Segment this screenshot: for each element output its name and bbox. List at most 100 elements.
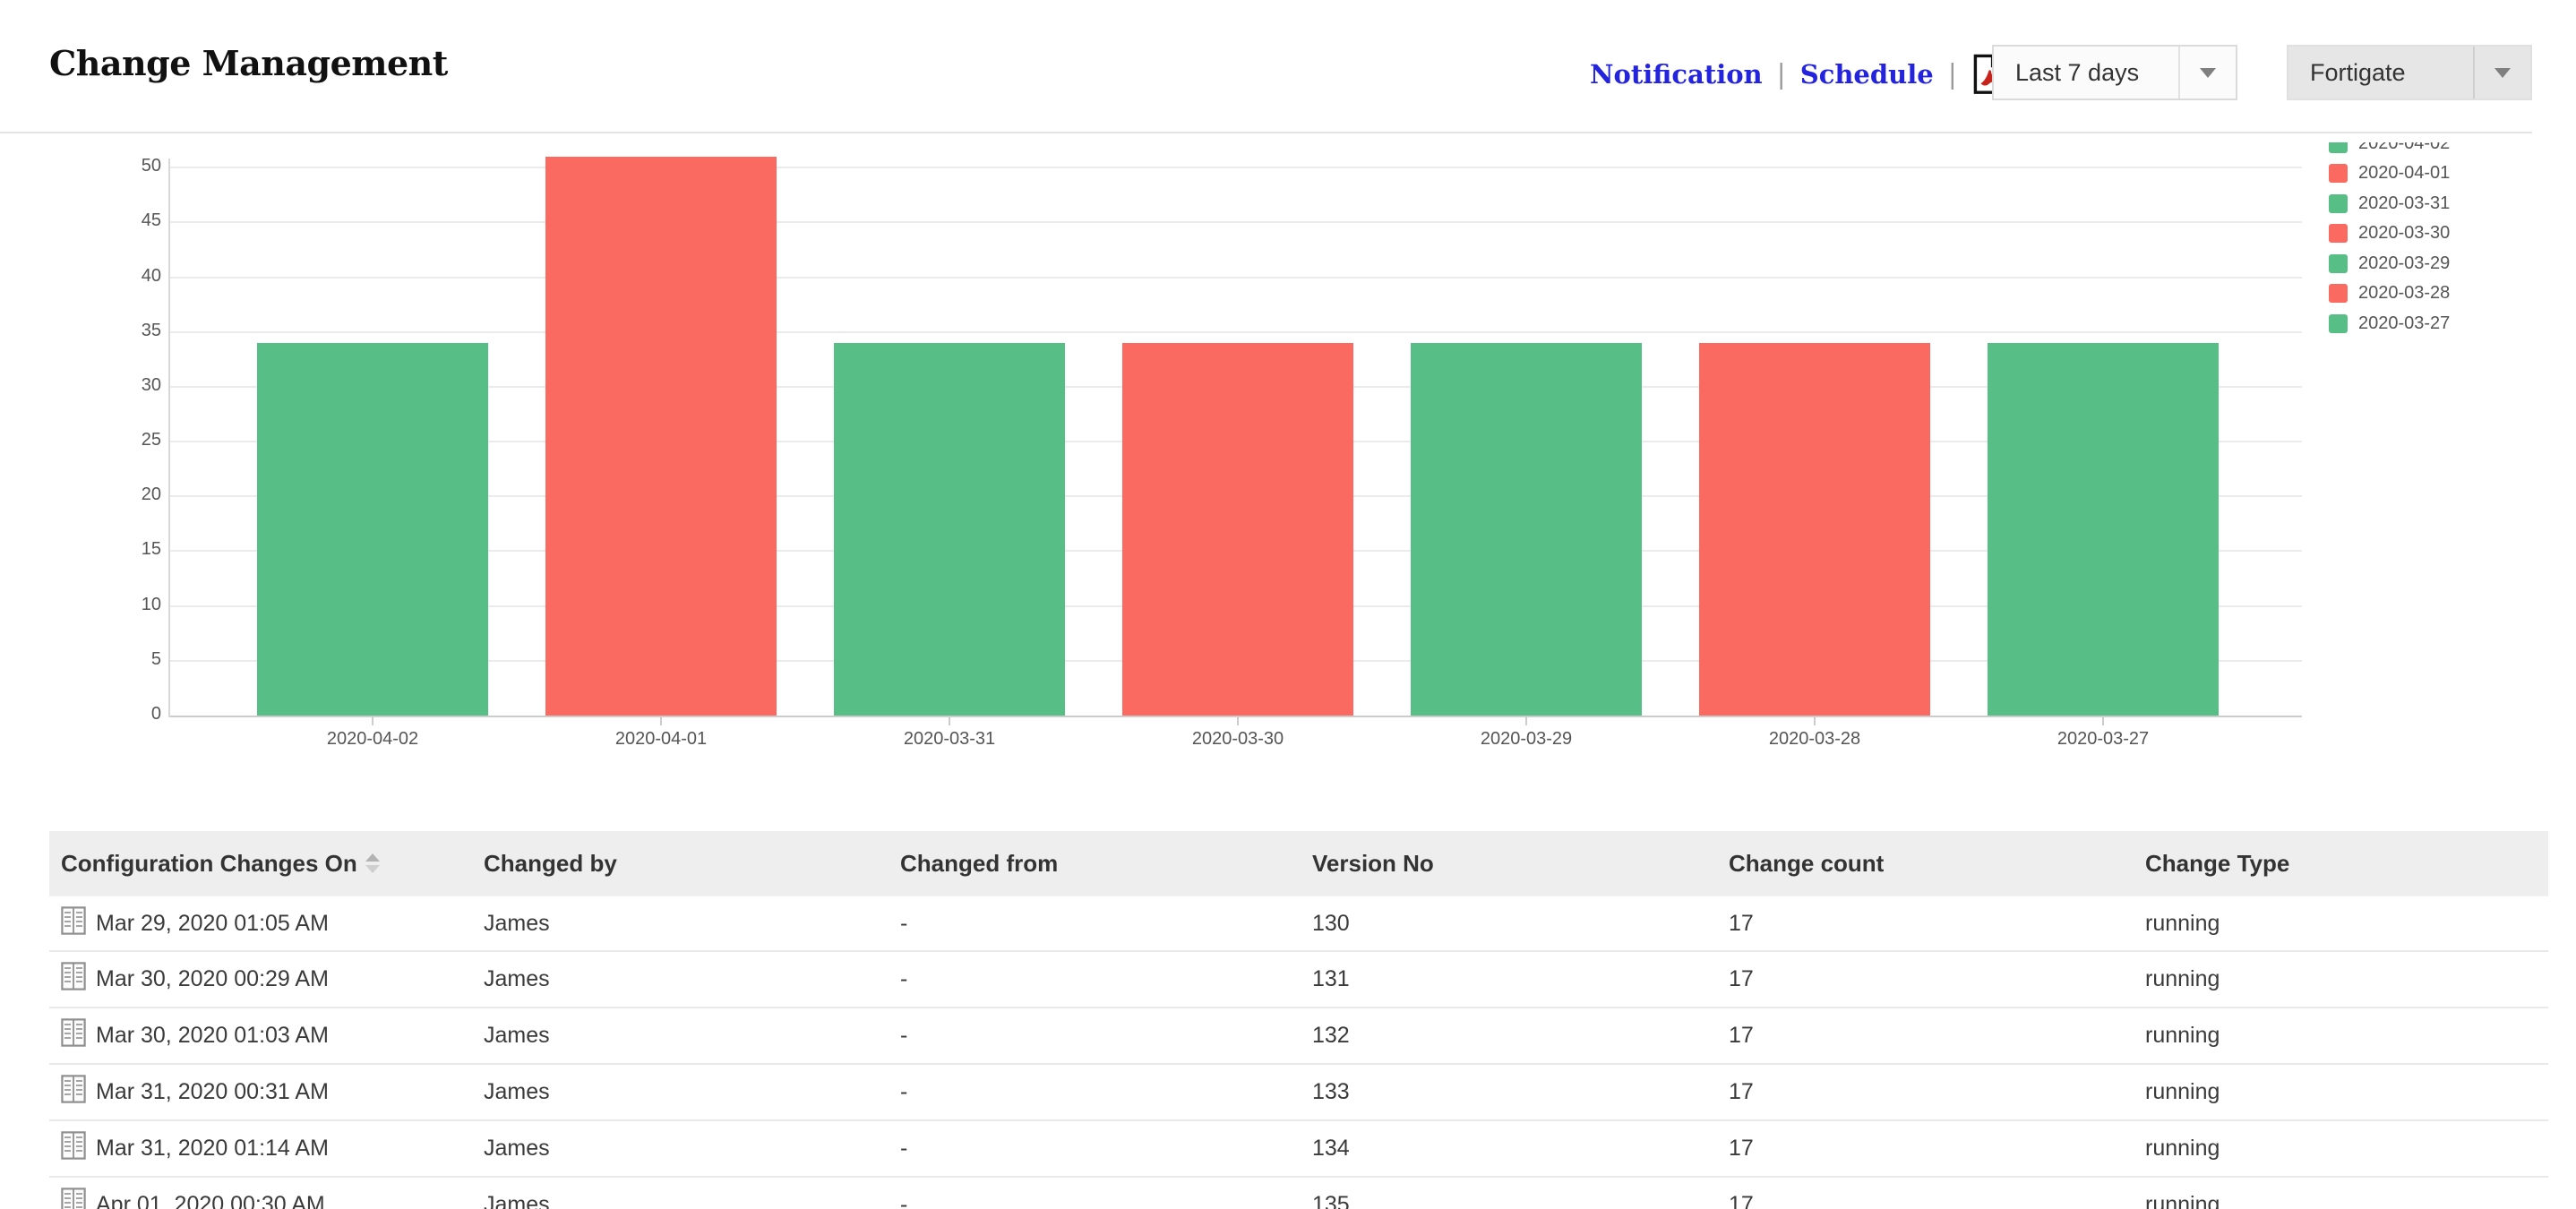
table-row: Mar 29, 2020 01:05 AM James - 130 17 running bbox=[49, 896, 2548, 952]
cell-change_count: 17 bbox=[1729, 1136, 1754, 1161]
legend-item-2020-03-27[interactable]: 2020-03-27 bbox=[2329, 308, 2450, 339]
x-axis-tick-label: 2020-03-30 bbox=[1191, 729, 1284, 749]
column-header-change-count[interactable]: Change count bbox=[1729, 850, 2145, 878]
y-axis-tick-label: 20 bbox=[141, 484, 161, 505]
cell-change_type: running bbox=[2145, 1023, 2220, 1048]
cell-changed_by: James bbox=[484, 966, 550, 991]
cell-changed_by: James bbox=[484, 1023, 550, 1048]
x-axis-tick bbox=[2102, 717, 2104, 725]
bar-2020-03-27[interactable] bbox=[1988, 343, 2219, 716]
header-actions: Notification | Schedule | | bbox=[1590, 52, 2043, 97]
changed-on-text: Apr 01, 2020 00:30 AM bbox=[96, 1192, 325, 1209]
table-header-row: Configuration Changes On Changed by Change… bbox=[49, 831, 2548, 896]
sort-icon[interactable] bbox=[365, 853, 380, 873]
change-chart-section: 0 5 10 15 20 25 30 35 40 45 50 2020-04-02 2020-04-01… bbox=[0, 132, 2532, 831]
cell-changed_on: Mar 30, 2020 01:03 AM bbox=[61, 1018, 484, 1053]
legend-item-2020-03-29[interactable]: 2020-03-29 bbox=[2329, 248, 2450, 279]
y-axis-tick-label: 10 bbox=[141, 594, 161, 614]
legend-label: 2020-04-01 bbox=[2358, 163, 2451, 183]
y-axis-tick-label: 15 bbox=[141, 539, 161, 560]
bar-2020-03-30[interactable] bbox=[1122, 343, 1353, 716]
x-axis-tick-label: 2020-03-29 bbox=[1480, 729, 1573, 749]
cell-change_count: 17 bbox=[1729, 910, 1754, 936]
bar-2020-03-28[interactable] bbox=[1699, 343, 1930, 716]
diff-view-icon[interactable] bbox=[61, 1188, 86, 1209]
diff-view-icon[interactable] bbox=[61, 905, 86, 941]
column-header-configuration-changes-on[interactable]: Configuration Changes On bbox=[61, 850, 484, 878]
x-axis-tick-label: 2020-03-27 bbox=[2057, 729, 2150, 749]
x-axis-tick-label: 2020-03-28 bbox=[1768, 729, 1861, 749]
column-header-changed-from[interactable]: Changed from bbox=[900, 850, 1312, 878]
changed-on-text: Mar 31, 2020 00:31 AM bbox=[96, 1079, 329, 1104]
device-dropdown[interactable]: Fortigate bbox=[2287, 45, 2532, 100]
cell-change_type: running bbox=[2145, 1136, 2220, 1161]
cell-version_no: 132 bbox=[1312, 1023, 1350, 1048]
gridline-50 bbox=[170, 167, 2302, 169]
cell-changed_from: - bbox=[900, 1192, 908, 1209]
period-dropdown[interactable]: Last 7 days bbox=[1992, 45, 2237, 100]
device-dropdown-value: Fortigate bbox=[2310, 58, 2406, 86]
bar-2020-04-01[interactable] bbox=[545, 157, 777, 716]
cell-changed_on: Mar 29, 2020 01:05 AM bbox=[61, 905, 484, 941]
cell-version_no: 133 bbox=[1312, 1079, 1350, 1104]
legend-swatch bbox=[2329, 253, 2348, 273]
x-axis-tick bbox=[1237, 717, 1239, 725]
notification-link[interactable]: Notification bbox=[1590, 59, 1763, 90]
gridline-40 bbox=[170, 276, 2302, 279]
legend-swatch bbox=[2329, 224, 2348, 243]
chevron-down-icon[interactable] bbox=[2178, 47, 2236, 99]
cell-changed_from: - bbox=[900, 910, 908, 936]
column-header-changed-by[interactable]: Changed by bbox=[484, 850, 900, 878]
cell-changed_from: - bbox=[900, 1023, 908, 1048]
column-header-label: Change count bbox=[1729, 849, 1885, 877]
legend-label: 2020-03-28 bbox=[2358, 283, 2451, 303]
schedule-link[interactable]: Schedule bbox=[1799, 59, 1934, 90]
legend-item-2020-03-28[interactable]: 2020-03-28 bbox=[2329, 279, 2450, 309]
y-axis-tick-label: 35 bbox=[141, 320, 161, 340]
period-dropdown-value: Last 7 days bbox=[2015, 58, 2140, 86]
x-axis-tick bbox=[949, 717, 950, 725]
cell-change_count: 17 bbox=[1729, 1079, 1754, 1104]
separator: | bbox=[1776, 58, 1786, 90]
legend-label: 2020-03-31 bbox=[2358, 193, 2451, 213]
legend-item-2020-04-01[interactable]: 2020-04-01 bbox=[2329, 159, 2450, 189]
cell-changed_on: Mar 30, 2020 00:29 AM bbox=[61, 962, 484, 997]
legend-item-2020-03-30[interactable]: 2020-03-30 bbox=[2329, 219, 2450, 249]
bar-2020-03-31[interactable] bbox=[834, 343, 1065, 716]
chevron-down-icon[interactable] bbox=[2473, 47, 2530, 99]
cell-change_count: 17 bbox=[1729, 1023, 1754, 1048]
cell-change_type: running bbox=[2145, 1079, 2220, 1104]
column-header-label: Configuration Changes On bbox=[61, 849, 357, 877]
cell-changed_from: - bbox=[900, 966, 908, 991]
bar-2020-03-29[interactable] bbox=[1411, 343, 1642, 716]
legend-item-2020-03-31[interactable]: 2020-03-31 bbox=[2329, 188, 2450, 219]
y-axis-tick-label: 45 bbox=[141, 210, 161, 231]
diff-view-icon[interactable] bbox=[61, 1018, 86, 1053]
page-header: Change Management Notification | Schedul… bbox=[0, 0, 2576, 132]
changed-on-text: Mar 30, 2020 00:29 AM bbox=[96, 966, 329, 991]
gridline-35 bbox=[170, 330, 2302, 333]
cell-changed_from: - bbox=[900, 1079, 908, 1104]
diff-view-icon[interactable] bbox=[61, 962, 86, 997]
chart-canvas: 0 5 10 15 20 25 30 35 40 45 50 2020-04-02 2020-04-01… bbox=[0, 142, 2532, 833]
diff-view-icon[interactable] bbox=[61, 1075, 86, 1110]
legend-swatch bbox=[2329, 313, 2348, 333]
cell-change_type: running bbox=[2145, 1192, 2220, 1209]
y-axis-tick-label: 40 bbox=[141, 265, 161, 286]
bar-2020-04-02[interactable] bbox=[257, 343, 488, 716]
column-header-version-no[interactable]: Version No bbox=[1312, 850, 1729, 878]
x-axis-tick bbox=[1525, 717, 1527, 725]
cell-changed_on: Mar 31, 2020 01:14 AM bbox=[61, 1131, 484, 1166]
column-header-change-type[interactable]: Change Type bbox=[2145, 850, 2548, 878]
x-axis-tick-label: 2020-03-31 bbox=[903, 729, 996, 749]
cell-changed_by: James bbox=[484, 1192, 550, 1209]
y-axis-tick-label: 5 bbox=[150, 648, 161, 669]
y-axis-tick-label: 25 bbox=[141, 430, 161, 450]
legend-label: 2020-03-29 bbox=[2358, 253, 2451, 273]
table-row: Mar 31, 2020 01:14 AM James - 134 17 running bbox=[49, 1121, 2548, 1178]
diff-view-icon[interactable] bbox=[61, 1131, 86, 1166]
legend-item-2020-04-02[interactable]: 2020-04-02 bbox=[2329, 142, 2450, 159]
y-axis-tick-label: 0 bbox=[150, 704, 161, 724]
table-row: Mar 30, 2020 01:03 AM James - 132 17 running bbox=[49, 1008, 2548, 1065]
cell-version_no: 130 bbox=[1312, 910, 1350, 936]
